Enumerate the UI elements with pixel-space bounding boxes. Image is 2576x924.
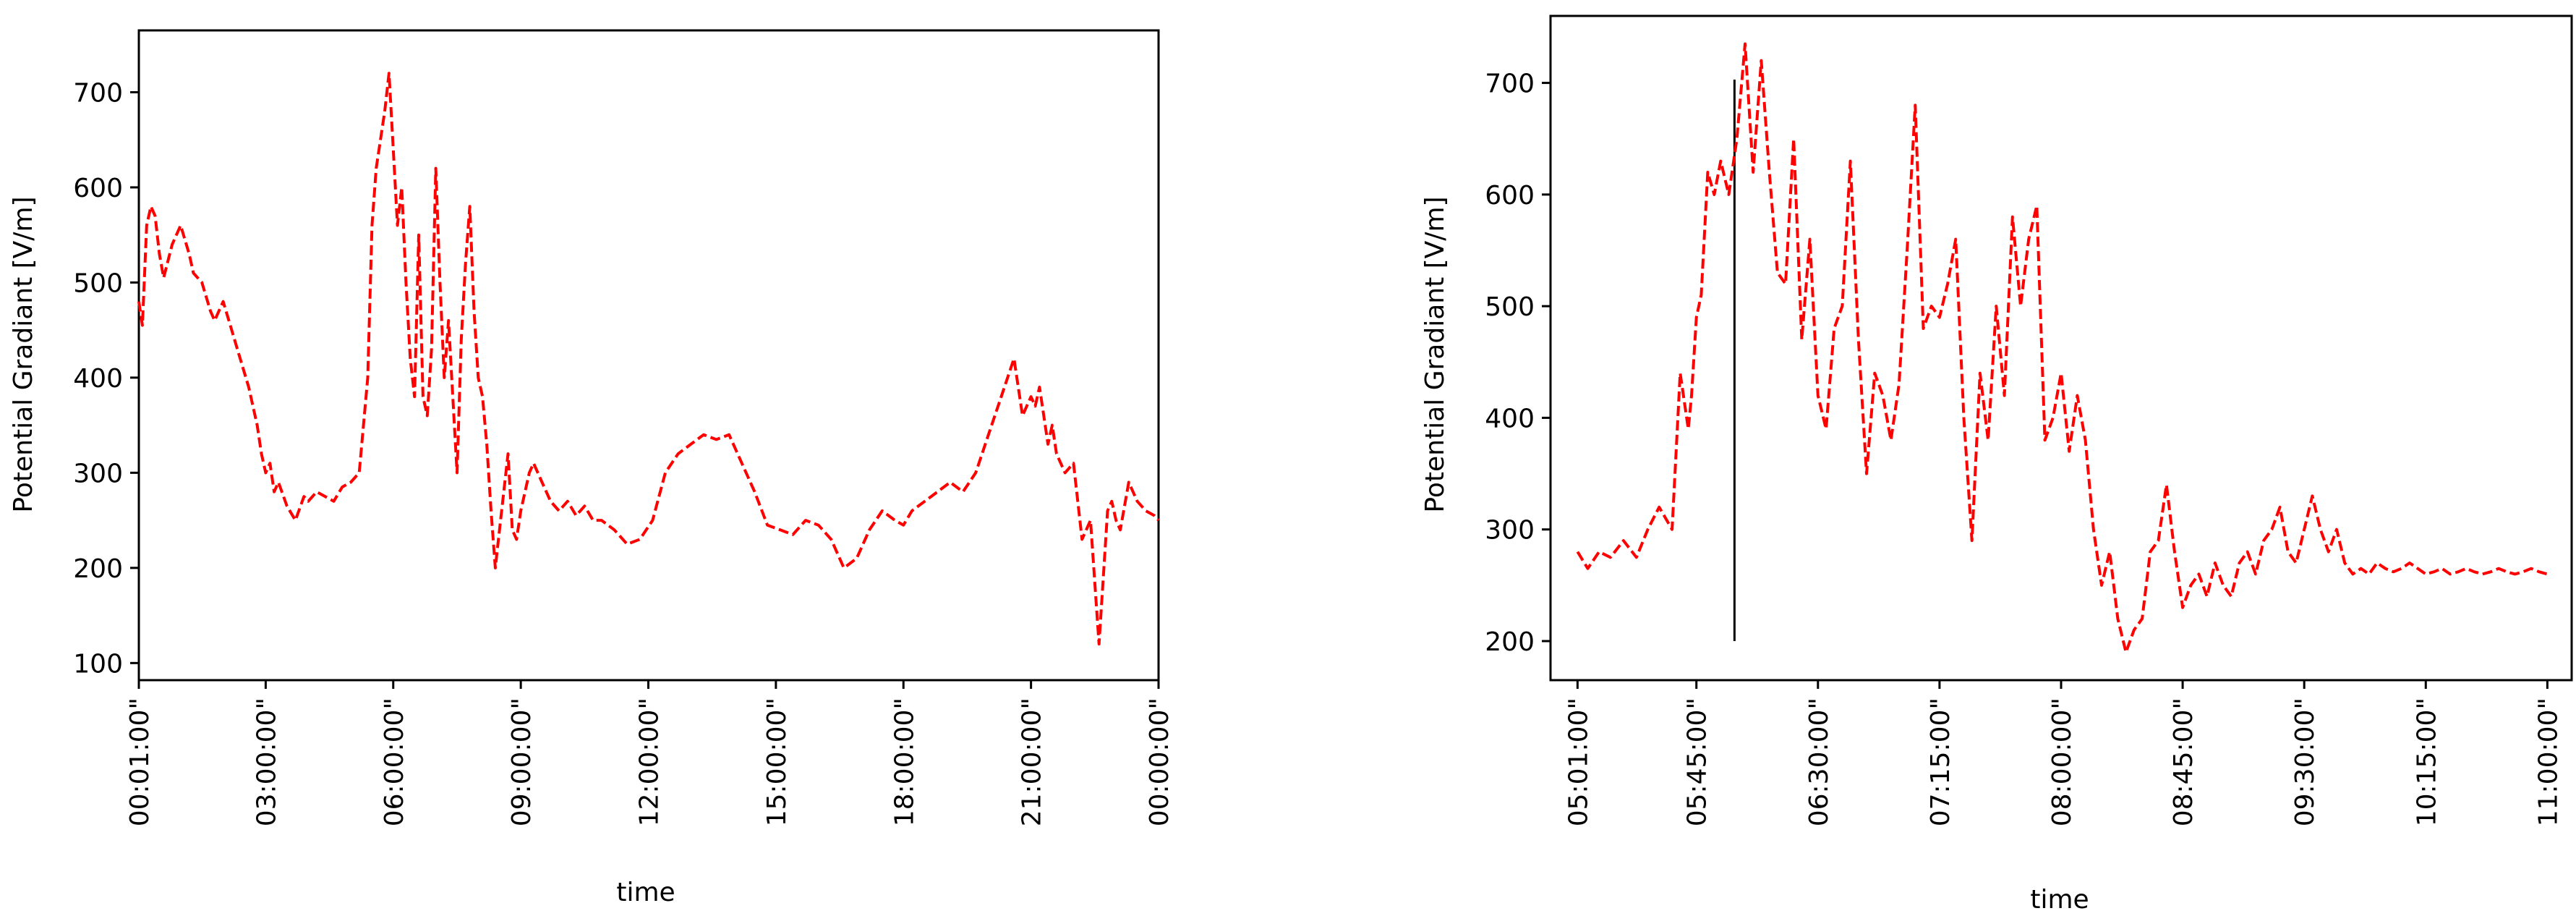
left-y-tick-label: 200 (73, 554, 123, 584)
left-x-tick-label: 06:00:00" (380, 698, 409, 826)
left-x-tick-label: 03:00:00" (252, 698, 281, 826)
left-y-tick-label: 100 (73, 649, 123, 679)
left-x-tick-label: 00:01:00" (125, 698, 155, 826)
left-y-axis-label: Potential Gradiant [V/m] (9, 196, 38, 512)
right-y-tick-label: 500 (1485, 292, 1535, 322)
right-x-axis-label: time (2030, 885, 2089, 915)
right-x-tick-label: 08:00:00" (2047, 698, 2077, 826)
left-x-axis-label: time (616, 878, 675, 907)
right-y-tick-label: 700 (1485, 69, 1535, 99)
right-x-tick-label: 10:15:00" (2412, 698, 2441, 826)
left-y-tick-label: 700 (73, 78, 123, 108)
right-y-tick-label: 200 (1485, 627, 1535, 657)
left-y-tick-label: 600 (73, 174, 123, 203)
left-series-line (137, 72, 1160, 645)
right-x-tick-label: 09:30:00" (2290, 698, 2320, 826)
left-x-tick-label: 18:00:00" (890, 698, 919, 826)
right-y-tick-label: 400 (1485, 404, 1535, 433)
left-x-tick-label: 15:00:00" (762, 698, 792, 826)
right-x-tick-label: 07:15:00" (1926, 698, 1956, 826)
right-x-tick-label: 11:00:00" (2533, 698, 2563, 826)
right-series-line (1576, 42, 2548, 654)
right-x-tick-label: 05:45:00" (1683, 698, 1713, 826)
left-x-tick-label: 21:00:00" (1018, 698, 1047, 826)
left-x-tick-label: 00:00:00" (1145, 698, 1174, 826)
left-x-tick-label: 09:00:00" (507, 698, 537, 826)
right-y-axis-label: Potential Gradiant [V/m] (1420, 196, 1450, 512)
left-y-tick-label: 400 (73, 364, 123, 394)
right-x-tick-label: 08:45:00" (2169, 698, 2198, 826)
right-x-tick-label: 06:30:00" (1804, 698, 1834, 826)
left-chart: Potential Gradiant [V/m] time 100 200 300 4… (9, 29, 1174, 907)
right-y-tick-label: 600 (1485, 181, 1535, 211)
right-y-tick-label: 300 (1485, 516, 1535, 546)
right-chart: Potential Gradiant [V/m] time 200 300 400 5… (1420, 14, 2573, 915)
left-y-tick-label: 300 (73, 459, 123, 488)
right-x-tick-label: 05:01:00" (1564, 698, 1593, 826)
left-y-tick-label: 500 (73, 268, 123, 298)
left-x-tick-label: 12:00:00" (635, 698, 665, 826)
